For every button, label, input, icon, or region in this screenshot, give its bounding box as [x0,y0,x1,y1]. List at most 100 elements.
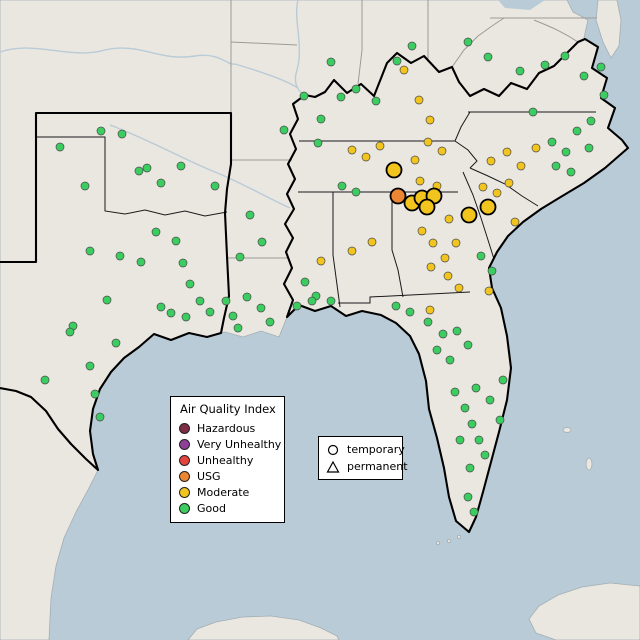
monitor-dot-good [445,355,455,365]
monitor-dot-good [205,307,215,317]
ohio-westvirginia-border [451,17,505,68]
legend-label-permanent: permanent [347,460,408,473]
monitor-dot-good [256,303,266,313]
monitor-dot-moderate [531,143,541,153]
monitor-dot-moderate [502,147,512,157]
monitor-dot-good [65,327,75,337]
legend-item-temporary: temporary [326,441,405,458]
monitor-dot-good [326,296,336,306]
monitor-dot-good [210,181,220,191]
monitor-dot-good [156,178,166,188]
monitor-dot-moderate [316,256,326,266]
monitor-dot-moderate [437,146,447,156]
monitor-dot-moderate [347,246,357,256]
monitor-dot-good [316,114,326,124]
monitor-circle-large-moderate [385,161,403,179]
monitor-dot-good [474,435,484,445]
usg-swatch-icon [179,470,190,482]
monitor-dot-good [178,258,188,268]
florida-north-border [338,291,471,304]
monitor-dot-moderate [417,226,427,236]
monitor-dot-good [134,166,144,176]
monitor-dot-good [586,116,596,126]
very-unhealthy-swatch-icon [179,438,190,450]
monitor-dot-good [471,383,481,393]
monitor-dot-good [463,492,473,502]
monitor-dot-good [313,138,323,148]
monitor-dot-good [136,257,146,267]
monitor-dot-moderate [440,253,450,263]
monitor-dot-good [566,167,576,177]
monitor-dot-good [371,96,381,106]
monitor-dot-moderate [414,95,424,105]
monitor-dot-good [405,307,415,317]
florida-key-2 [446,539,451,544]
monitor-dot-good [469,507,479,517]
bahamas-island-2 [585,457,593,471]
monitor-dot-good [102,295,112,305]
texas-oklahoma-region-outline [0,111,233,472]
monitor-dot-good [547,137,557,147]
oklahoma-texas-border [36,136,228,217]
lake-erie-sliver [498,0,545,10]
monitor-dot-moderate [367,237,377,247]
monitor-dot-moderate [425,305,435,315]
monitor-circle-large-moderate [479,198,497,216]
monitor-dot-moderate [454,283,464,293]
monitor-dot-moderate [347,145,357,155]
monitor-dot-good [498,375,508,385]
monitor-dot-good [176,161,186,171]
monitor-dot-good [166,308,176,318]
monitor-dot-moderate [478,182,488,192]
monitor-dot-good [307,296,317,306]
monitor-dot-good [596,62,606,72]
monitor-dot-good [515,66,525,76]
monitor-dot-good [242,292,252,302]
monitor-dot-good [336,92,346,102]
station-marker-layer [40,37,609,517]
kentucky-virginia-border [454,111,471,142]
monitor-dot-good [460,403,470,413]
rivers-group [0,0,306,209]
monitor-dot-good [85,361,95,371]
illinois-indiana-border [357,0,363,85]
monitor-dot-good [551,161,561,171]
monitor-dot-good [540,60,550,70]
monitor-circle-large-moderate [460,206,478,224]
monitor-dot-good [584,143,594,153]
monitor-dot-good [579,71,589,81]
monitor-dot-good [300,277,310,287]
delmarva-peninsula [595,0,622,59]
monitor-dot-good [528,107,538,117]
monitor-dot-good [292,301,302,311]
monitor-dot-good [151,227,161,237]
monitor-dot-good [485,395,495,405]
monitor-dot-moderate [361,152,371,162]
georgia-southcarolina-border [462,171,495,260]
cuba-island [528,582,640,640]
mississippi-river [294,0,306,96]
arkansas-river [109,124,291,209]
monitor-dot-good [480,450,490,460]
monitor-dot-good [228,311,238,321]
temporary-circle-icon [327,444,339,455]
monitor-dot-good [185,279,195,289]
legend-item-hazardous: Hazardous [179,420,276,436]
legend-item-usg: USG [179,468,276,484]
monitor-dot-good [465,463,475,473]
tennessee-northcarolina-border [454,140,478,169]
monitor-dot-good [235,252,245,262]
legend-item-permanent: permanent [326,458,408,475]
context-state-borders [226,0,597,259]
aqi-legend-title: Air Quality Index [180,402,276,416]
monitor-dot-good [195,296,205,306]
monitor-dot-good [495,415,505,425]
monitor-dot-good [55,142,65,152]
monitor-dot-moderate [425,115,435,125]
permanent-triangle-icon [326,460,340,473]
monitor-dot-good [156,302,166,312]
monitor-dot-good [467,419,477,429]
aqi-legend-box: Air Quality Index Hazardous Very Unhealt… [170,396,285,523]
monitor-dot-good [450,387,460,397]
